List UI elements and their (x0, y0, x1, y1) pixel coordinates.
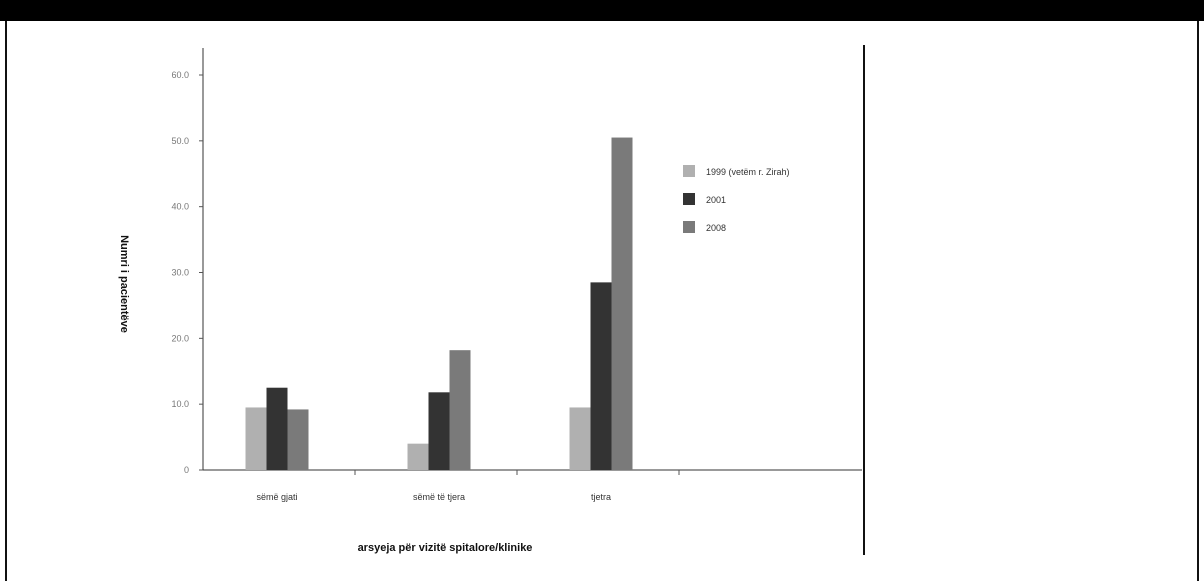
bar (287, 409, 309, 470)
bar (428, 392, 450, 470)
frame-left-border (5, 21, 7, 581)
bar (266, 387, 288, 470)
legend: 1999 (vetëm r. Zirah) 2001 2008 (683, 165, 790, 233)
bar (245, 407, 267, 470)
x-category-label: sëmë gjati (256, 492, 297, 502)
top-black-bar (0, 0, 1204, 21)
frame-right-border (1197, 21, 1199, 581)
x-axis-title: arsyeja për vizitë spitalore/klinike (358, 542, 533, 554)
y-tick-label: 60.0 (171, 70, 189, 80)
y-tick-label: 10.0 (171, 399, 189, 409)
bars-group (245, 137, 633, 470)
y-tick-label: 40.0 (171, 202, 189, 212)
legend-label: 2001 (706, 195, 726, 205)
bar (611, 137, 633, 470)
legend-swatch (683, 221, 695, 233)
bar (407, 443, 429, 470)
legend-label: 1999 (vetëm r. Zirah) (706, 167, 790, 177)
x-categories-group: sëmë gjati sëmë të tjera tjetra (256, 470, 680, 502)
y-tick-label: 20.0 (171, 333, 189, 343)
y-axis-title: Numri i pacientëve (118, 235, 130, 333)
y-tick-label: 50.0 (171, 136, 189, 146)
x-category-label: sëmë të tjera (413, 492, 465, 502)
y-ticks-group: 0 10.0 20.0 30.0 40.0 50.0 60.0 (171, 70, 203, 475)
legend-swatch (683, 165, 695, 177)
legend-swatch (683, 193, 695, 205)
y-tick-label: 30.0 (171, 268, 189, 278)
bar (590, 282, 612, 470)
bar (449, 350, 471, 470)
legend-label: 2008 (706, 223, 726, 233)
plot-axes (202, 45, 865, 555)
bar (569, 407, 591, 470)
x-category-label: tjetra (591, 492, 611, 502)
y-tick-label: 0 (184, 465, 189, 475)
